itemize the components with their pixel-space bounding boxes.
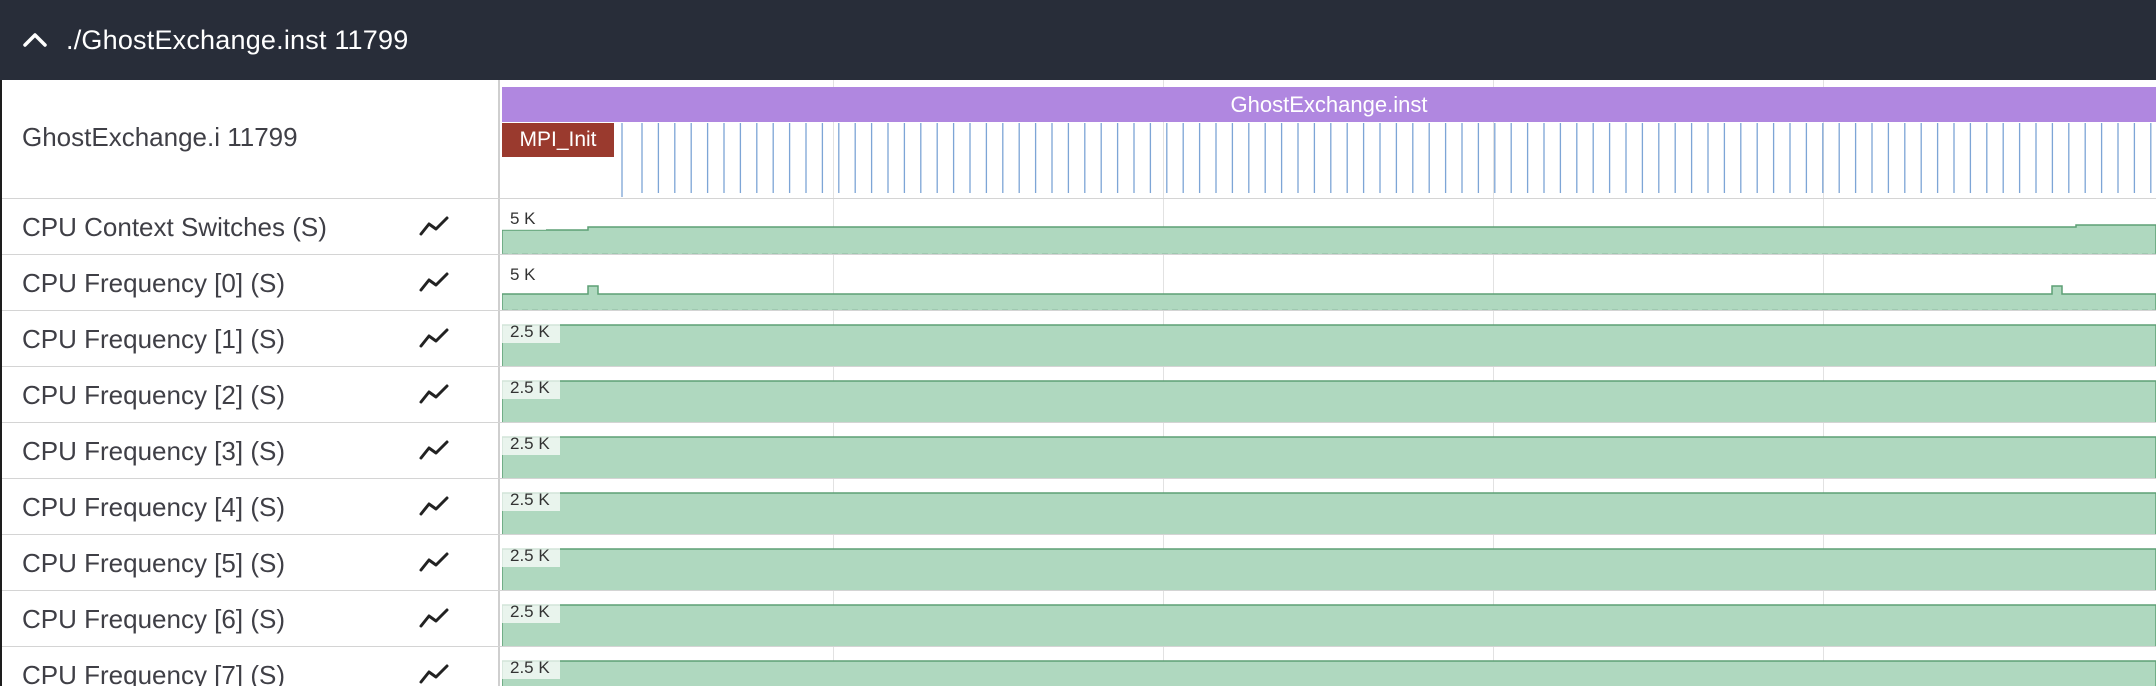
track-shell: CPU Frequency [0] (S) bbox=[2, 255, 500, 310]
track-panel: GhostExchange.i 11799 GhostExchange.inst… bbox=[0, 80, 2156, 686]
track-content: 2.5 K bbox=[502, 647, 2156, 686]
panel-left-border bbox=[0, 80, 2, 686]
track-label: CPU Frequency [5] (S) bbox=[22, 548, 285, 578]
track-label: CPU Frequency [3] (S) bbox=[22, 436, 285, 466]
counter-chart bbox=[502, 224, 2156, 254]
counter-area bbox=[502, 604, 2156, 646]
track-content: 5 K bbox=[502, 255, 2156, 310]
counter-area bbox=[502, 492, 2156, 534]
track-content: 5 K bbox=[502, 199, 2156, 254]
line-chart-icon[interactable] bbox=[418, 215, 450, 237]
counter-area bbox=[502, 285, 2156, 310]
counter-area bbox=[502, 324, 2156, 366]
scale-label: 2.5 K bbox=[502, 545, 560, 567]
slice-ticks bbox=[621, 123, 2152, 197]
track-label: CPU Context Switches (S) bbox=[22, 212, 327, 242]
counter-area bbox=[502, 548, 2156, 590]
grid-line bbox=[833, 255, 834, 310]
counter-chart bbox=[502, 324, 2156, 366]
scale-label: 2.5 K bbox=[502, 489, 560, 511]
counter-track: CPU Frequency [4] (S) 2.5 K bbox=[0, 479, 2156, 535]
track-label: CPU Frequency [7] (S) bbox=[22, 660, 285, 686]
track-content: 2.5 K bbox=[502, 367, 2156, 422]
line-chart-icon[interactable] bbox=[418, 551, 450, 573]
track-label: GhostExchange.i 11799 bbox=[22, 122, 298, 152]
track-label: CPU Frequency [2] (S) bbox=[22, 380, 285, 410]
counter-chart bbox=[502, 492, 2156, 534]
grid-line bbox=[833, 80, 834, 198]
line-chart-icon[interactable] bbox=[418, 327, 450, 349]
track-content: 2.5 K bbox=[502, 591, 2156, 646]
scale-label: 5 K bbox=[502, 264, 546, 286]
grid-line bbox=[1823, 255, 1824, 310]
scale-label: 2.5 K bbox=[502, 433, 560, 455]
track-content: 2.5 K bbox=[502, 479, 2156, 534]
chevron-up-icon[interactable] bbox=[20, 28, 50, 52]
counter-track: CPU Frequency [1] (S) 2.5 K bbox=[0, 311, 2156, 367]
track-content: 2.5 K bbox=[502, 311, 2156, 366]
counter-chart bbox=[502, 436, 2156, 478]
scale-label: 5 K bbox=[502, 208, 546, 230]
track-content: 2.5 K bbox=[502, 535, 2156, 590]
line-chart-icon[interactable] bbox=[418, 439, 450, 461]
counter-area bbox=[502, 224, 2156, 254]
track-shell: CPU Frequency [1] (S) bbox=[2, 311, 500, 366]
counter-chart bbox=[502, 548, 2156, 590]
counter-track: CPU Frequency [3] (S) 2.5 K bbox=[0, 423, 2156, 479]
track-shell: CPU Frequency [2] (S) bbox=[2, 367, 500, 422]
track-label: CPU Frequency [0] (S) bbox=[22, 268, 285, 298]
counter-chart bbox=[502, 604, 2156, 646]
track-shell: CPU Context Switches (S) bbox=[2, 199, 500, 254]
grid-line bbox=[1163, 255, 1164, 310]
line-chart-icon[interactable] bbox=[418, 663, 450, 685]
track-label: CPU Frequency [6] (S) bbox=[22, 604, 285, 634]
line-chart-icon[interactable] bbox=[418, 495, 450, 517]
counter-area bbox=[502, 436, 2156, 478]
slice-mpi-init[interactable]: MPI_Init bbox=[502, 123, 614, 157]
counter-chart bbox=[502, 380, 2156, 422]
track-shell: CPU Frequency [3] (S) bbox=[2, 423, 500, 478]
process-track: GhostExchange.i 11799 GhostExchange.inst… bbox=[0, 80, 2156, 199]
counter-track: CPU Frequency [2] (S) 2.5 K bbox=[0, 367, 2156, 423]
line-chart-icon[interactable] bbox=[418, 383, 450, 405]
scale-label: 2.5 K bbox=[502, 657, 560, 679]
counter-chart bbox=[502, 285, 2156, 310]
scale-label: 2.5 K bbox=[502, 601, 560, 623]
track-shell: CPU Frequency [4] (S) bbox=[2, 479, 500, 534]
process-header: ./GhostExchange.inst 11799 bbox=[0, 0, 2156, 80]
grid-line bbox=[1823, 80, 1824, 198]
counter-track: CPU Frequency [0] (S) 5 K bbox=[0, 255, 2156, 311]
track-shell: CPU Frequency [5] (S) bbox=[2, 535, 500, 590]
scale-label: 2.5 K bbox=[502, 377, 560, 399]
counter-chart bbox=[502, 660, 2156, 686]
grid-line bbox=[1493, 80, 1494, 198]
scale-label: 2.5 K bbox=[502, 321, 560, 343]
counter-track: CPU Context Switches (S) 5 K bbox=[0, 199, 2156, 255]
grid-line bbox=[1163, 80, 1164, 198]
track-shell: GhostExchange.i 11799 bbox=[2, 80, 500, 198]
grid-line bbox=[1493, 255, 1494, 310]
counter-area bbox=[502, 380, 2156, 422]
track-shell: CPU Frequency [7] (S) bbox=[2, 647, 500, 686]
track-label: CPU Frequency [1] (S) bbox=[22, 324, 285, 354]
counter-track: CPU Frequency [6] (S) 2.5 K bbox=[0, 591, 2156, 647]
track-content: 2.5 K bbox=[502, 423, 2156, 478]
counter-track: CPU Frequency [5] (S) 2.5 K bbox=[0, 535, 2156, 591]
counter-track: CPU Frequency [7] (S) 2.5 K bbox=[0, 647, 2156, 686]
track-shell: CPU Frequency [6] (S) bbox=[2, 591, 500, 646]
slice-ghostexchange[interactable]: GhostExchange.inst bbox=[502, 87, 2156, 122]
counter-area bbox=[502, 660, 2156, 686]
process-title: ./GhostExchange.inst 11799 bbox=[66, 25, 409, 55]
track-label: CPU Frequency [4] (S) bbox=[22, 492, 285, 522]
track-content: GhostExchange.inst MPI_Init bbox=[502, 80, 2156, 198]
line-chart-icon[interactable] bbox=[418, 607, 450, 629]
line-chart-icon[interactable] bbox=[418, 271, 450, 293]
